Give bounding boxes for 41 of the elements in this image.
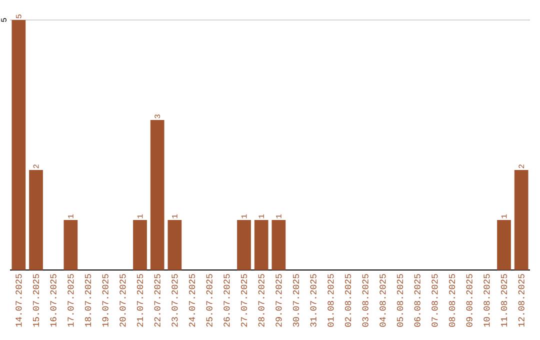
x-tick-label: 21.07.2025 (136, 274, 144, 327)
bar (168, 220, 182, 270)
bar (237, 220, 251, 270)
x-tick-label: 25.07.2025 (206, 274, 212, 327)
x-tick-label: 07.08.2025 (432, 274, 438, 327)
x-tick-label: 14.07.2025 (16, 274, 22, 327)
x-tick-label: 03.08.2025 (362, 274, 368, 327)
x-tick-label: 16.07.2025 (50, 274, 56, 327)
x-tick-label: 01.08.2025 (328, 274, 334, 327)
bar (12, 20, 26, 270)
x-tick-label: 12.08.2025 (518, 274, 524, 327)
x-tick-label: 22.07.2025 (154, 274, 160, 327)
x-tick-label: 09.08.2025 (466, 274, 472, 327)
x-tick-label: 24.07.2025 (188, 274, 196, 327)
x-tick-label: 29.07.2025 (276, 274, 282, 327)
x-tick-label: 11.08.2025 (500, 274, 508, 327)
x-tick-label: 31.07.2025 (310, 274, 316, 327)
x-tick-label: 02.08.2025 (344, 274, 352, 327)
x-tick-label: 08.08.2025 (448, 274, 456, 327)
x-tick-label: 15.07.2025 (32, 274, 40, 327)
x-tick-label: 27.07.2025 (240, 274, 248, 327)
x-tick-label: 30.07.2025 (292, 274, 300, 327)
x-tick-label: 06.08.2025 (414, 274, 420, 327)
bar (514, 170, 528, 270)
bar (272, 220, 286, 270)
x-tick-label: 20.07.2025 (120, 274, 126, 327)
bar (497, 220, 511, 270)
x-tick-label: 19.07.2025 (102, 274, 108, 327)
x-tick-label: 18.07.2025 (84, 274, 92, 327)
x-tick-label: 23.07.2025 (172, 274, 178, 327)
x-tick-label: 10.08.2025 (484, 274, 490, 327)
x-tick-label: 05.08.2025 (396, 274, 404, 327)
x-tick-label: 28.07.2025 (258, 274, 264, 327)
bar (150, 120, 164, 270)
bar (64, 220, 78, 270)
x-tick-label: 17.07.2025 (68, 274, 74, 327)
bar (254, 220, 268, 270)
bar (133, 220, 147, 270)
x-tick-label: 04.08.2025 (380, 274, 386, 327)
bar (29, 170, 43, 270)
x-tick-label: 26.07.2025 (224, 274, 230, 327)
